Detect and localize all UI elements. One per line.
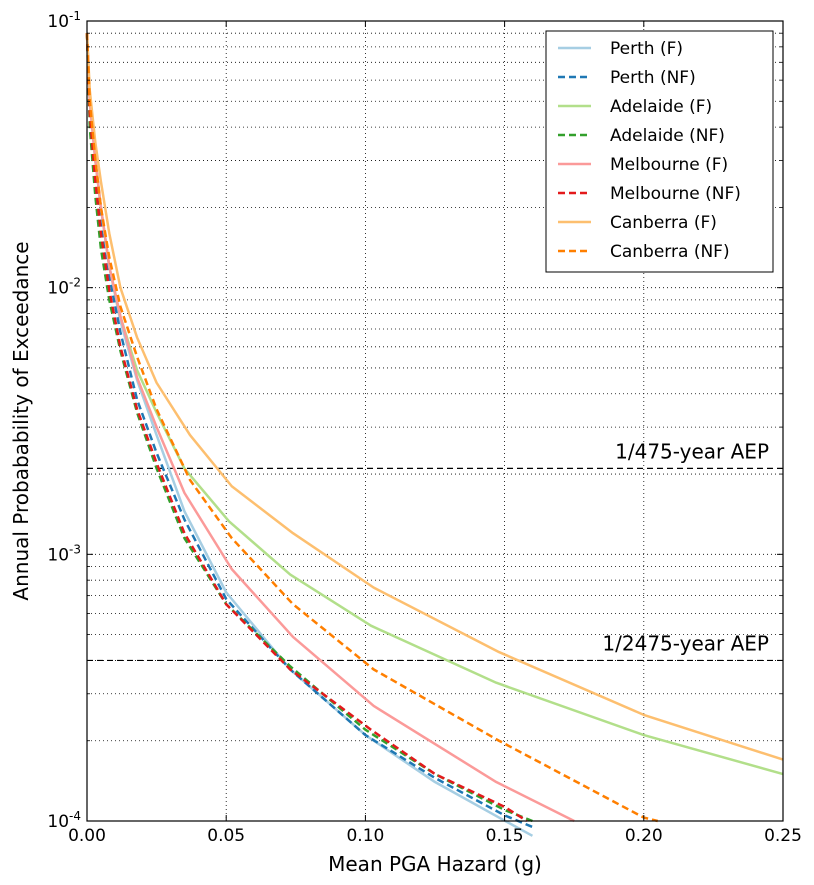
- reference-lines: 1/475-year AEP 1/2475-year AEP: [87, 439, 783, 662]
- x-tick-label: 0.20: [625, 826, 663, 846]
- x-tick-label: 0.05: [207, 826, 245, 846]
- series-line: [85, 33, 528, 823]
- series-lines: [85, 33, 784, 837]
- legend-box: [545, 30, 774, 273]
- x-tick-label: 0.00: [68, 826, 106, 846]
- x-tick-label: 0.10: [346, 826, 384, 846]
- x-tick-label: 0.25: [764, 826, 802, 846]
- y-tick-label: 10-3: [47, 542, 81, 565]
- series-line: [85, 33, 784, 761]
- legend-label: Perth (NF): [610, 68, 696, 88]
- legend-label: Perth (F): [610, 39, 683, 59]
- legend: Perth (F) Perth (NF) Adelaide (F) Adelaide …: [545, 30, 774, 273]
- legend-label: Canberra (F): [610, 213, 717, 233]
- y-tick-label: 10-2: [47, 276, 81, 299]
- series-line: [85, 33, 533, 829]
- legend-label: Adelaide (NF): [610, 126, 725, 146]
- y-axis-label: Annual Probabability of Exceedance: [9, 241, 33, 600]
- reference-line-label: 1/2475-year AEP: [602, 631, 769, 655]
- legend-label: Adelaide (F): [610, 97, 712, 117]
- series-line: [85, 33, 659, 823]
- legend-label: Melbourne (F): [610, 155, 728, 175]
- plot-frame: [86, 20, 784, 822]
- y-tick-label: 10-4: [47, 809, 81, 832]
- x-axis-label: Mean PGA Hazard (g): [328, 852, 542, 876]
- axis-ticks: 0.00 0.05 0.10 0.15 0.20 0.25 10-4 10-3 10-2 10-1: [47, 9, 802, 846]
- x-tick-label: 0.15: [486, 826, 524, 846]
- legend-label: Melbourne (NF): [610, 184, 741, 204]
- y-tick-label: 10-1: [47, 9, 81, 32]
- legend-label: Canberra (NF): [610, 242, 730, 262]
- reference-line-label: 1/475-year AEP: [615, 439, 769, 463]
